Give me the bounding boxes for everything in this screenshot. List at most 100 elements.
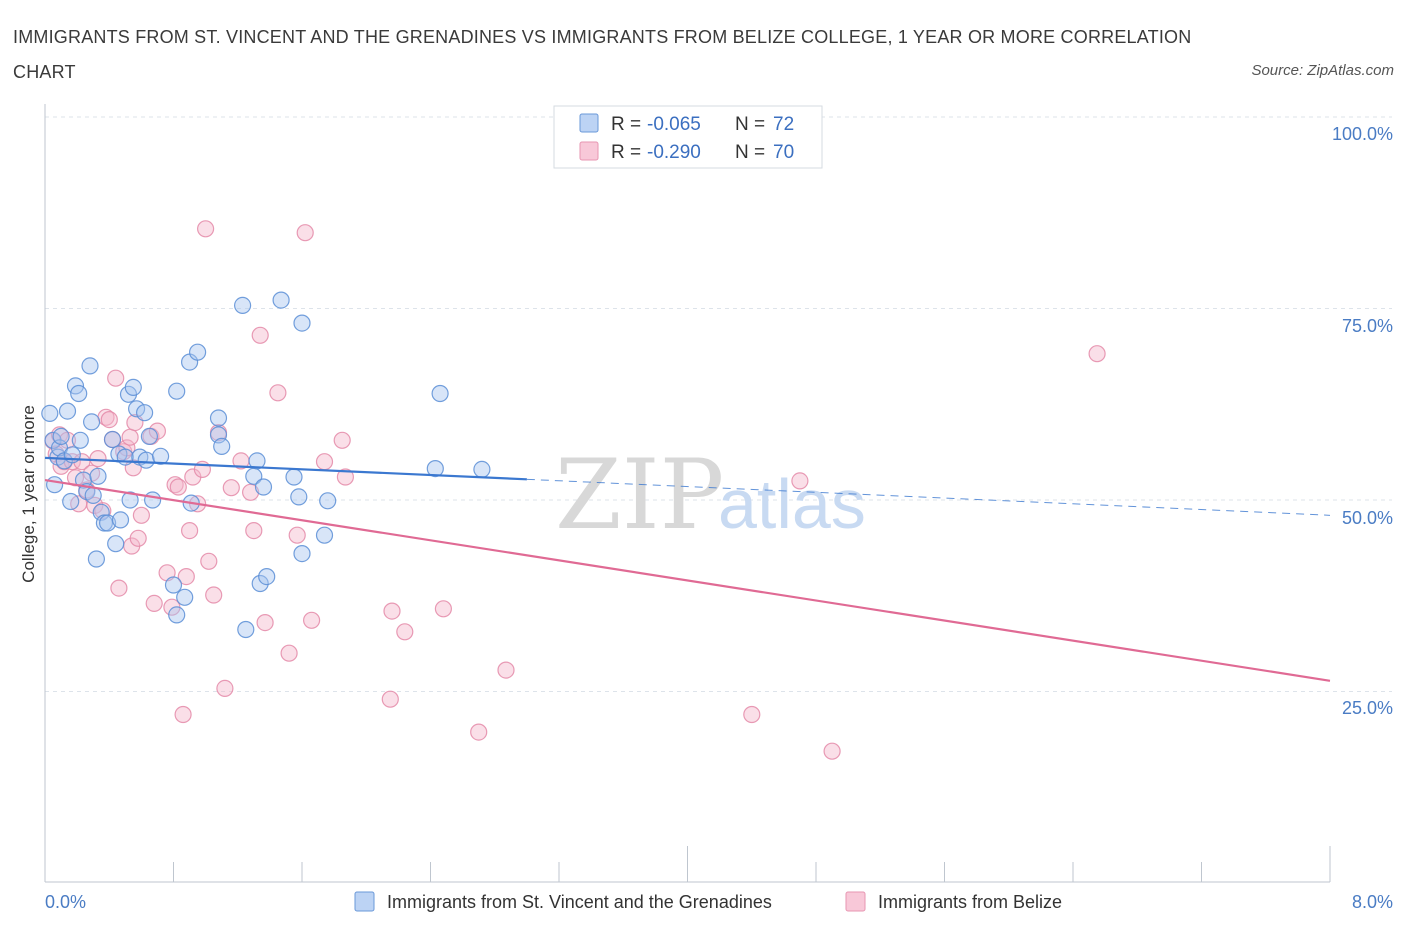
st-vincent-point-30 — [124, 378, 142, 396]
belize-point-60 — [381, 690, 399, 708]
belize-point-48 — [242, 483, 260, 501]
series-legend: Immigrants from St. Vincent and the Gren… — [354, 891, 1062, 912]
st-vincent-point-47 — [213, 437, 231, 455]
st-vincent-point-34 — [137, 451, 155, 469]
source-label: Source: ZipAtlas.com — [1251, 62, 1394, 79]
st-vincent-point-22 — [98, 514, 117, 532]
legend-n-label-2: N = — [735, 142, 765, 163]
st-vincent-point-49 — [237, 620, 255, 639]
st-vincent-point-39 — [168, 606, 186, 624]
belize-point-41 — [197, 220, 215, 238]
x-tick-label-max: 8.0% — [1352, 892, 1393, 912]
st-vincent-point-58 — [293, 544, 311, 563]
belize-point-34 — [169, 478, 187, 496]
belize-point-9 — [73, 453, 91, 471]
st-vincent-point-11 — [70, 384, 88, 403]
belize-point-62 — [396, 623, 414, 641]
belize-point-29 — [145, 594, 163, 613]
belize-point-66 — [743, 705, 761, 724]
st-vincent-point-62 — [426, 460, 444, 478]
st-vincent-point-64 — [473, 460, 491, 478]
st-vincent-point-45 — [209, 409, 228, 427]
legend-r-value-1: -0.065 — [647, 114, 701, 135]
y-tick-label-25: 25.0% — [1342, 698, 1393, 718]
belize-point-13 — [89, 450, 107, 468]
belize-point-52 — [269, 384, 287, 402]
st-vincent-point-38 — [164, 576, 183, 594]
st-vincent-point-55 — [272, 291, 290, 309]
correlation-legend: R = -0.065 N = 72 R = -0.290 N = 70 — [553, 105, 823, 169]
legend-n-value-2: 70 — [773, 142, 794, 163]
belize-point-55 — [296, 224, 314, 242]
belize-point-50 — [251, 326, 269, 344]
st-vincent-point-56 — [285, 468, 303, 486]
st-vincent-point-40 — [168, 382, 186, 400]
belize-point-51 — [256, 613, 274, 632]
legend-r-label-2: R = — [611, 142, 641, 163]
st-vincent-point-18 — [87, 550, 106, 568]
legend-r-label-1: R = — [611, 114, 641, 135]
st-vincent-point-52 — [251, 574, 269, 593]
y-tick-label-75: 75.0% — [1342, 316, 1393, 336]
belize-point-18 — [107, 369, 125, 387]
belize-point-69 — [1088, 345, 1106, 363]
belize-point-49 — [245, 521, 263, 540]
y-tick-label-50: 50.0% — [1342, 508, 1393, 528]
belize-point-63 — [434, 600, 452, 618]
st-vincent-point-63 — [431, 384, 449, 403]
st-vincent-point-36 — [144, 491, 162, 509]
st-vincent-point-41 — [176, 588, 194, 606]
y-tick-label-100: 100.0% — [1332, 124, 1393, 144]
legend-r-value-2: -0.290 — [647, 142, 701, 163]
belize-point-58 — [333, 431, 351, 449]
st-vincent-points — [41, 291, 491, 639]
belize-point-64 — [470, 723, 488, 741]
belize-trend-line — [44, 478, 1331, 682]
st-vincent-point-17 — [84, 486, 102, 504]
bottom-legend-label-st-vincent: Immigrants from St. Vincent and the Gren… — [387, 892, 772, 912]
belize-point-68 — [823, 742, 841, 760]
belize-point-61 — [383, 602, 401, 620]
st-vincent-point-51 — [248, 452, 266, 470]
watermark-atlas: atlas — [718, 465, 866, 543]
trend-lines — [44, 456, 1331, 682]
st-vincent-point-35 — [140, 427, 158, 445]
belize-point-37 — [181, 521, 199, 540]
legend-n-value-1: 72 — [773, 114, 794, 135]
st-vincent-point-57 — [290, 488, 308, 506]
st-vincent-point-61 — [319, 492, 337, 510]
legend-swatch-blue — [579, 113, 599, 133]
st-vincent-point-60 — [315, 526, 334, 544]
belize-point-33 — [166, 476, 184, 494]
st-vincent-point-24 — [107, 535, 125, 553]
st-vincent-point-15 — [81, 357, 99, 375]
belize-point-22 — [121, 428, 139, 446]
st-vincent-point-53 — [254, 478, 273, 496]
st-vincent-point-0 — [41, 404, 59, 422]
st-vincent-point-37 — [152, 447, 170, 465]
belize-point-36 — [177, 567, 195, 586]
belize-point-43 — [205, 586, 223, 604]
st-vincent-point-44 — [189, 343, 207, 361]
st-vincent-point-20 — [92, 503, 110, 521]
y-axis-title: College, 1 year or more — [19, 405, 38, 583]
belize-point-26 — [129, 529, 147, 547]
st-vincent-point-59 — [293, 314, 311, 332]
bottom-legend-label-belize: Immigrants from Belize — [878, 892, 1062, 912]
belize-point-42 — [200, 552, 218, 570]
legend-n-label-1: N = — [735, 114, 765, 135]
belize-point-57 — [315, 453, 334, 471]
st-vincent-point-2 — [45, 476, 64, 494]
st-vincent-point-48 — [234, 296, 252, 314]
st-vincent-point-7 — [58, 402, 77, 420]
chart-title: IMMIGRANTS FROM ST. VINCENT AND THE GREN… — [13, 27, 1192, 82]
st-vincent-point-31 — [128, 400, 146, 418]
belize-point-16 — [100, 411, 118, 429]
belize-point-35 — [174, 705, 192, 724]
x-ticks — [44, 846, 1331, 882]
x-tick-label-min: 0.0% — [45, 892, 86, 912]
belize-point-27 — [132, 506, 150, 524]
belize-point-59 — [336, 468, 354, 486]
st-vincent-point-29 — [121, 491, 139, 509]
st-vincent-point-23 — [103, 430, 122, 449]
